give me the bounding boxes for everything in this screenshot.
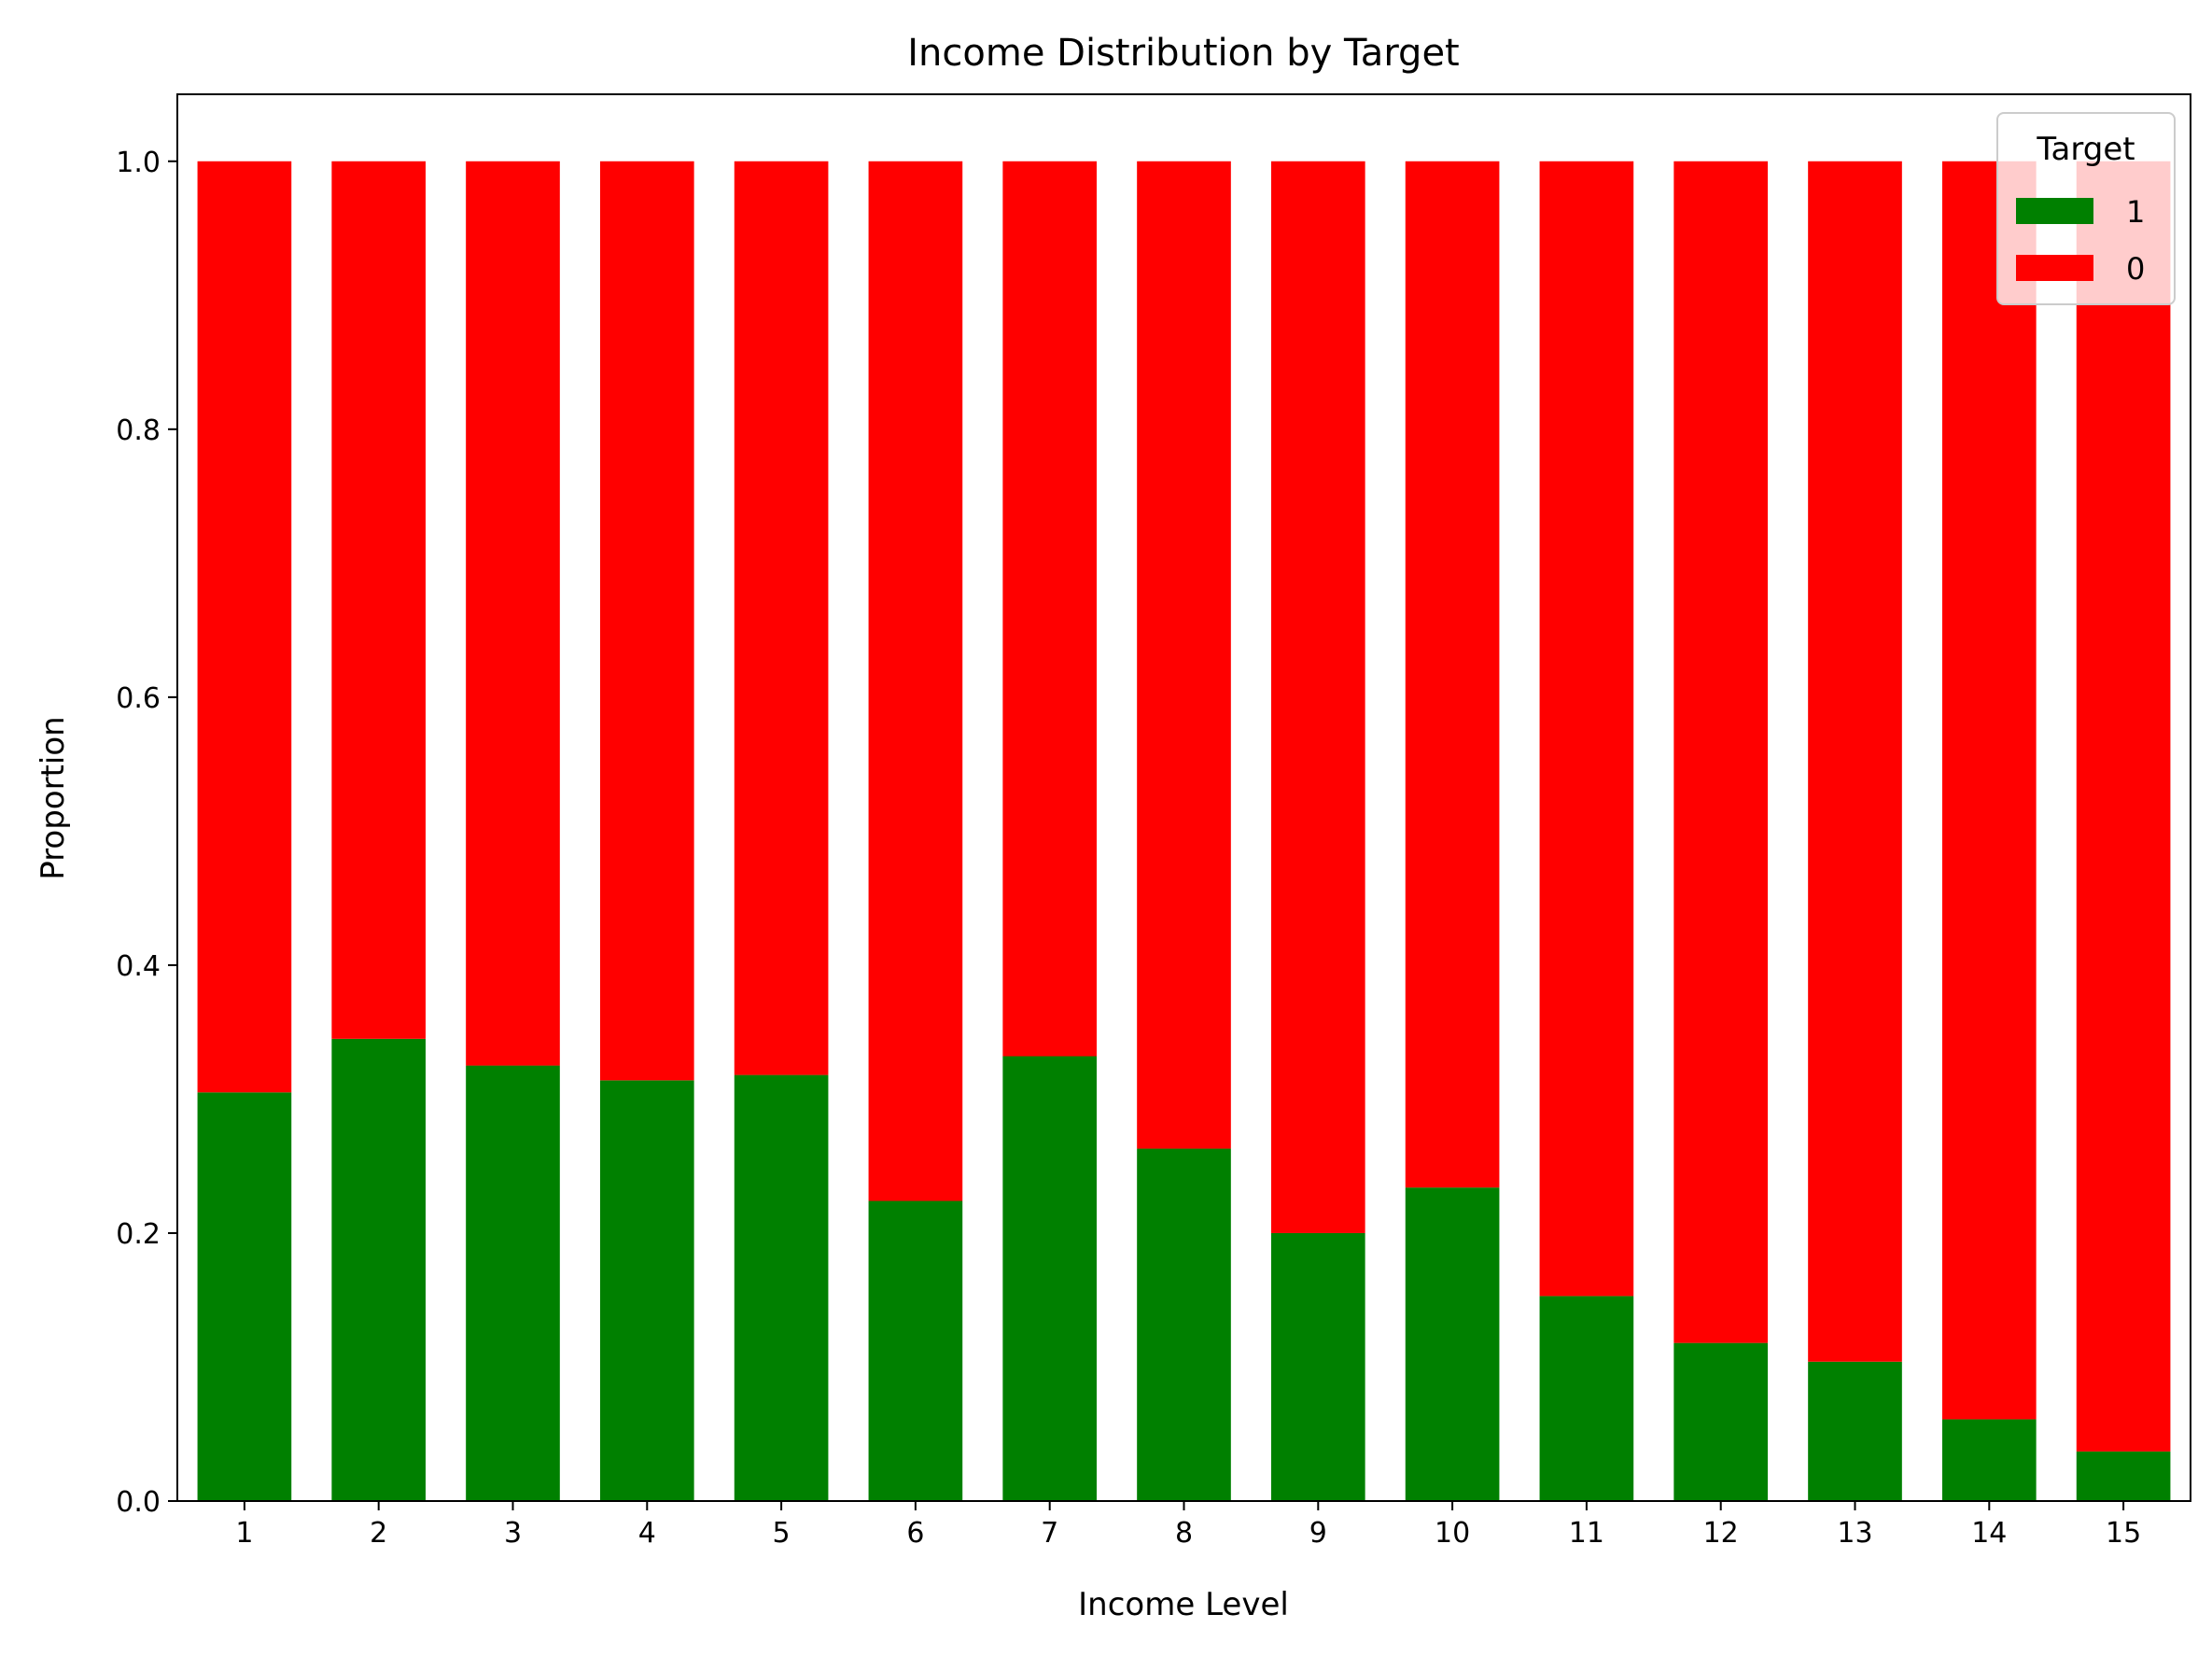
bar-income-3-target-0 (466, 161, 560, 1066)
bar-income-6-target-1 (868, 1200, 963, 1501)
bar-income-3-target-1 (466, 1065, 560, 1501)
x-tick-label: 2 (370, 1517, 387, 1550)
bar-income-6-target-0 (868, 161, 963, 1201)
bar-income-7-target-0 (1002, 161, 1098, 1057)
bar-income-10-target-0 (1405, 161, 1500, 1188)
x-tick-label: 6 (906, 1517, 924, 1550)
y-tick-label: 1.0 (116, 147, 161, 179)
bar-income-12-target-0 (1673, 161, 1769, 1343)
bar-income-4-target-1 (599, 1080, 694, 1501)
bar-income-14-target-1 (1941, 1419, 2037, 1501)
x-axis-label: Income Level (1078, 1586, 1289, 1623)
bar-income-1-target-0 (197, 161, 292, 1093)
bar-income-14-target-0 (1941, 161, 2037, 1420)
x-tick-label: 8 (1175, 1517, 1193, 1550)
x-tick-label: 10 (1435, 1517, 1470, 1550)
x-axis-ticks: 1 2 3 4 5 6 7 8 9 10 11 12 13 14 15 (235, 1501, 2141, 1550)
bar-income-9-target-0 (1270, 161, 1365, 1233)
bar-income-11-target-0 (1539, 161, 1634, 1297)
x-tick-label: 15 (2106, 1517, 2141, 1550)
bar-income-8-target-1 (1137, 1148, 1231, 1501)
bar-income-13-target-0 (1808, 161, 1902, 1362)
y-axis-label: Proportion (35, 716, 72, 879)
bar-income-2-target-1 (331, 1038, 427, 1501)
bar-income-7-target-1 (1002, 1056, 1098, 1501)
bar-income-9-target-1 (1270, 1232, 1365, 1501)
bar-income-1-target-1 (197, 1092, 292, 1501)
y-axis-ticks: 0.0 0.2 0.4 0.6 0.8 1.0 (116, 147, 177, 1519)
legend-title: Target (2036, 131, 2135, 168)
y-tick-label: 0.8 (116, 414, 161, 447)
legend: Target 1 0 (1996, 112, 2176, 305)
x-tick-label: 7 (1041, 1517, 1058, 1550)
y-tick-label: 0.0 (116, 1486, 161, 1519)
x-tick-label: 4 (638, 1517, 656, 1550)
chart-title: Income Distribution by Target (907, 32, 1460, 75)
bar-income-11-target-1 (1539, 1296, 1634, 1501)
legend-label-target-0: 0 (2126, 251, 2145, 287)
bar-income-5-target-0 (734, 161, 829, 1075)
bar-income-15-target-0 (2076, 161, 2171, 1452)
y-tick-label: 0.2 (116, 1218, 161, 1251)
bar-income-12-target-1 (1673, 1342, 1769, 1501)
x-tick-label: 3 (504, 1517, 522, 1550)
bars-layer (197, 161, 2171, 1501)
x-tick-label: 9 (1309, 1517, 1327, 1550)
x-tick-label: 11 (1569, 1517, 1604, 1550)
bar-income-5-target-1 (734, 1074, 829, 1501)
bar-income-10-target-1 (1405, 1187, 1500, 1501)
bar-income-13-target-1 (1808, 1361, 1902, 1501)
bar-income-4-target-0 (599, 161, 694, 1081)
x-tick-label: 14 (1971, 1517, 2007, 1550)
x-tick-label: 13 (1837, 1517, 1872, 1550)
legend-swatch-target-0 (2016, 255, 2093, 281)
bar-income-8-target-0 (1137, 161, 1231, 1149)
y-tick-label: 0.6 (116, 682, 161, 715)
legend-label-target-1: 1 (2126, 194, 2145, 230)
x-tick-label: 12 (1703, 1517, 1739, 1550)
x-tick-label: 1 (235, 1517, 253, 1550)
y-tick-label: 0.4 (116, 950, 161, 983)
x-tick-label: 5 (773, 1517, 791, 1550)
legend-swatch-target-1 (2016, 198, 2093, 224)
bar-income-2-target-0 (331, 161, 427, 1039)
bar-income-15-target-1 (2076, 1451, 2171, 1501)
